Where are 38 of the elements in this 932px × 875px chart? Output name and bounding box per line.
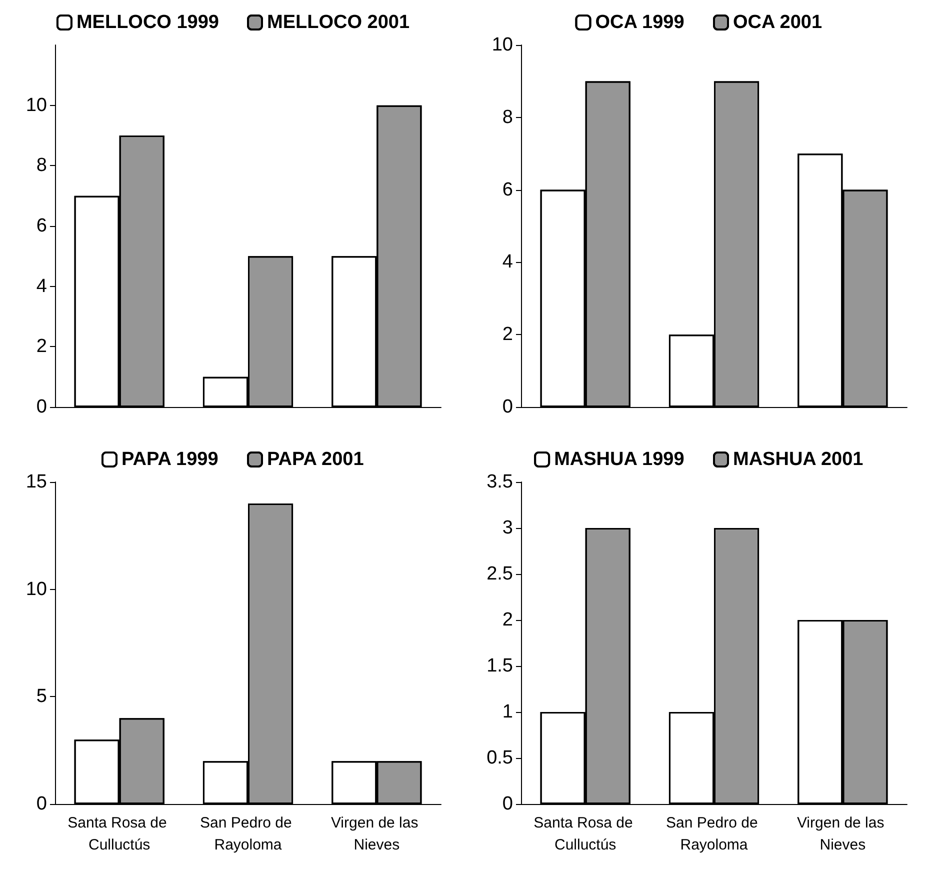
x-tick-label: Santa Rosa de Culluctús xyxy=(534,814,638,854)
x-tick-label: Virgen de las Nieves xyxy=(330,814,422,854)
legend-label: OCA 2001 xyxy=(733,12,822,33)
legend-label: MASHUA 1999 xyxy=(554,449,684,470)
y-tick-label: 2 xyxy=(36,336,47,358)
y-tick-label: 0 xyxy=(36,794,47,814)
y-tick-label: 10 xyxy=(492,34,513,56)
y-tick-label: 2 xyxy=(502,324,513,346)
legend-label: MASHUA 2001 xyxy=(733,449,864,470)
x-tick-label: San Pedro de Rayoloma xyxy=(666,814,762,854)
y-tick-label: 3.5 xyxy=(486,472,513,492)
x-tick-label: San Pedro de Rayoloma xyxy=(200,814,296,854)
x-tick-label: Virgen de las Nieves xyxy=(796,814,888,854)
y-tick-label: 0 xyxy=(502,396,513,418)
y-tick-label: 2.5 xyxy=(486,564,513,584)
y-tick-label: 0 xyxy=(36,396,47,418)
y-tick-label: 4 xyxy=(36,276,48,297)
y-tick-label: 8 xyxy=(36,155,47,176)
y-tick-label: 6 xyxy=(502,179,513,200)
y-tick-label: 5 xyxy=(36,686,47,708)
y-tick-label: 8 xyxy=(502,106,513,128)
y-tick-label: 3 xyxy=(502,518,513,538)
legend-label: PAPA 1999 xyxy=(121,449,218,470)
y-tick-label: 10 xyxy=(26,94,47,116)
y-tick-label: 1 xyxy=(502,702,513,722)
legend-label: PAPA 2001 xyxy=(267,449,364,470)
y-tick-label: 6 xyxy=(36,216,47,236)
legend-label: MELLOCO 2001 xyxy=(267,12,410,33)
legend-label: OCA 1999 xyxy=(595,12,684,33)
y-tick-label: 4 xyxy=(502,252,514,273)
y-tick-label: 10 xyxy=(26,578,47,600)
y-tick-label: 0 xyxy=(502,794,513,814)
x-tick-label: Santa Rosa de Culluctús xyxy=(68,814,172,854)
legend-label: MELLOCO 1999 xyxy=(76,12,220,33)
y-tick-label: 1.5 xyxy=(486,656,513,676)
y-tick-label: 0.5 xyxy=(486,748,513,768)
y-tick-label: 15 xyxy=(26,472,47,492)
y-tick-label: 2 xyxy=(502,610,513,630)
